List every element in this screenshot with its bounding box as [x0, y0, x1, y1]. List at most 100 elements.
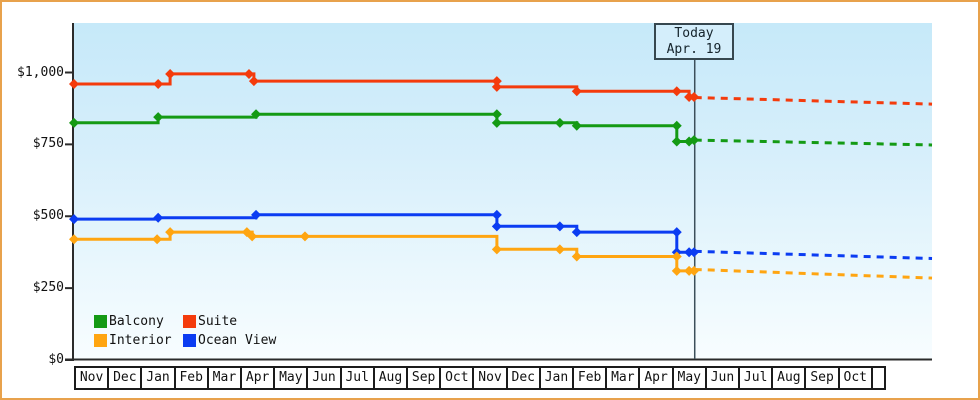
data-point-diamond: [243, 68, 254, 79]
month-cell: Dec: [505, 366, 541, 390]
data-point-diamond: [165, 227, 176, 238]
data-point-diamond: [69, 234, 79, 245]
data-point-diamond: [153, 212, 164, 223]
data-point-diamond: [689, 91, 700, 102]
data-point-diamond: [554, 221, 565, 232]
month-cell: Mar: [605, 366, 641, 390]
data-point-diamond: [671, 86, 682, 97]
y-axis-label: $750: [32, 136, 64, 152]
month-cell: May: [273, 366, 309, 390]
data-point-diamond: [153, 112, 164, 123]
month-cell-stub: [870, 366, 886, 390]
legend-item-suite: Suite: [183, 314, 276, 329]
data-point-diamond: [69, 214, 79, 225]
data-point-diamond: [491, 76, 502, 87]
data-point-diamond: [247, 231, 258, 242]
data-point-diamond: [491, 81, 502, 92]
data-point-diamond: [491, 221, 502, 232]
data-point-diamond: [69, 79, 79, 89]
data-point-diamond: [689, 135, 700, 146]
series-line-interior: [72, 230, 697, 273]
month-cell: May: [671, 366, 707, 390]
month-cell: Jul: [738, 366, 774, 390]
data-point-diamond: [554, 117, 565, 128]
chart-legend: Balcony Suite Interior Ocean View: [94, 314, 276, 348]
data-point-diamond: [671, 136, 682, 147]
month-cell: Jun: [306, 366, 342, 390]
month-cell: Oct: [439, 366, 475, 390]
data-point-diamond: [165, 68, 176, 79]
legend-label: Interior: [109, 333, 172, 348]
legend-swatch: [94, 315, 107, 328]
series-forecast-balcony: [694, 138, 933, 147]
month-cell: Feb: [173, 366, 209, 390]
month-cell: Apr: [638, 366, 674, 390]
data-point-diamond: [491, 109, 502, 120]
legend-item-interior: Interior: [94, 333, 183, 348]
month-cell: Aug: [372, 366, 409, 390]
month-cell: Oct: [837, 366, 873, 390]
data-point-diamond: [491, 244, 502, 255]
legend-label: Ocean View: [198, 333, 277, 348]
data-point-diamond: [251, 109, 262, 120]
month-cell: Nov: [74, 366, 110, 390]
legend-swatch: [183, 315, 196, 328]
legend-item-balcony: Balcony: [94, 314, 183, 329]
legend-swatch: [94, 334, 107, 347]
legend-item-ocean-view: Ocean View: [183, 333, 276, 348]
plot-background: [74, 23, 932, 360]
month-cell: Apr: [240, 366, 276, 390]
y-axis-label: $0: [48, 352, 64, 367]
data-point-diamond: [571, 86, 582, 97]
today-marker-box: Today Apr. 19: [654, 23, 734, 60]
data-point-diamond: [153, 79, 164, 89]
data-point-diamond: [689, 265, 700, 276]
series-line-balcony: [72, 112, 697, 143]
series-markers-interior: [69, 227, 700, 276]
today-date: Apr. 19: [666, 42, 722, 57]
series-forecast-interior: [694, 267, 933, 280]
month-cell: Feb: [572, 366, 608, 390]
data-point-diamond: [571, 120, 582, 131]
month-cell: Jan: [140, 366, 176, 390]
today-label: Today: [674, 26, 714, 41]
data-point-diamond: [689, 247, 700, 258]
series-forecast-ocean-view: [694, 249, 933, 261]
x-axis-month-row: Nov Dec Jan Feb Mar Apr May Jun Jul Aug Sep Oct Nov D…: [74, 366, 886, 390]
data-point-diamond: [251, 209, 262, 220]
month-cell: Mar: [206, 366, 243, 390]
month-cell: Dec: [107, 366, 143, 390]
data-point-diamond: [69, 117, 79, 128]
data-point-diamond: [248, 76, 259, 87]
series-markers-suite: [69, 68, 700, 102]
data-point-diamond: [491, 209, 502, 220]
month-cell: Aug: [771, 366, 807, 390]
data-point-diamond: [571, 227, 582, 238]
legend-label: Suite: [198, 314, 238, 329]
data-point-diamond: [671, 227, 682, 238]
month-cell: Sep: [406, 366, 442, 390]
y-axis-label: $500: [32, 208, 64, 224]
data-point-diamond: [299, 231, 310, 242]
series-markers-balcony: [69, 109, 700, 147]
data-point-diamond: [491, 117, 502, 128]
series-forecast-suite: [694, 96, 933, 106]
legend-label: Balcony: [109, 314, 164, 329]
legend-swatch: [183, 334, 196, 347]
data-point-diamond: [671, 251, 682, 262]
y-axis-label: $250: [32, 280, 64, 296]
y-axis-label: $1,000: [17, 64, 64, 80]
data-point-diamond: [554, 244, 565, 255]
month-cell: Jan: [538, 366, 575, 390]
month-cell: Jun: [704, 366, 741, 390]
data-point-diamond: [671, 120, 682, 131]
series-line-suite: [72, 72, 697, 99]
month-cell: Jul: [339, 366, 375, 390]
data-point-diamond: [571, 251, 582, 262]
month-cell: Nov: [472, 366, 508, 390]
data-point-diamond: [152, 234, 163, 245]
month-cell: Sep: [804, 366, 840, 390]
data-point-diamond: [671, 265, 682, 276]
